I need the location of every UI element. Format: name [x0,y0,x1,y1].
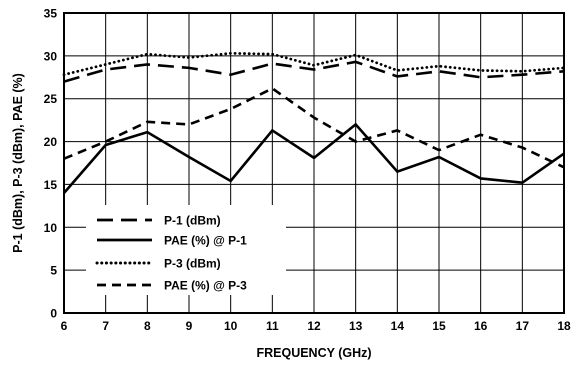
legend-label-2: PAE (%) @ P-1 [164,234,247,248]
y-axis-title: P-1 (dBm), P-3 (dBm), PAE (%) [11,73,25,253]
x-axis-title: FREQUENCY (GHz) [256,346,371,360]
x-tick-label: 9 [186,319,193,333]
legend-background [86,205,286,295]
x-tick-label: 10 [224,319,238,333]
series-line-3 [62,51,566,77]
x-tick-label: 18 [557,319,571,333]
x-tick-label: 11 [266,319,279,333]
y-tick-label: 5 [50,264,57,278]
x-tick-label: 7 [102,319,109,333]
series-lines [62,51,566,194]
y-tick-label: 25 [44,92,58,106]
legend-label-4: PAE (%) @ P-3 [164,279,247,293]
series-line-1 [63,60,565,83]
series-line-4 [63,86,565,169]
x-tick-label: 12 [307,319,321,333]
x-tick-label: 8 [144,319,151,333]
x-tick-label: 13 [349,319,363,333]
x-tick-label: 17 [516,319,530,333]
y-tick-label: 35 [44,7,58,21]
x-tick-label: 16 [474,319,488,333]
plot-frame [63,12,565,314]
legend: P-1 (dBm) PAE (%) @ P-1 P-3 (dBm) PAE (%) @… [95,214,247,293]
x-tick-label: 6 [61,319,68,333]
tick-labels: 6 7 8 9 10 11 12 13 14 15 16 17 18 0 5 10 15 20 25 30 35 [44,7,571,334]
y-tick-label: 15 [44,178,58,192]
legend-label-3: P-3 (dBm) [164,257,221,271]
x-tick-label: 14 [391,319,405,333]
legend-label-1: P-1 (dBm) [164,214,221,228]
y-tick-label: 20 [44,135,58,149]
y-tick-label: 0 [50,307,57,321]
series-line-2 [63,122,565,194]
y-tick-label: 10 [44,221,58,235]
y-tick-label: 30 [44,49,58,63]
x-tick-label: 15 [432,319,446,333]
